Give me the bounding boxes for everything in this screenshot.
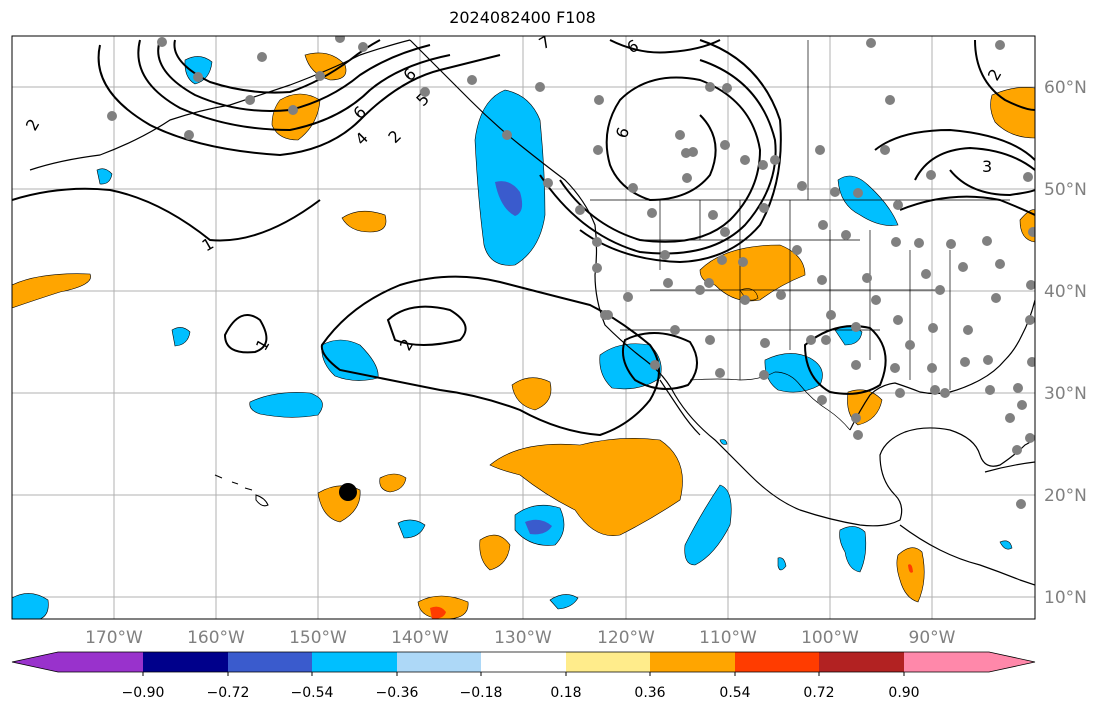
- svg-text:170°W: 170°W: [85, 628, 143, 648]
- colorbar-tick-labels: −0.90 −0.72 −0.54 −0.36 −0.18 0.18 0.36 …: [122, 685, 920, 701]
- colorbar-extend-high: [989, 652, 1035, 672]
- colorbar-segment: [397, 652, 481, 672]
- svg-text:0.90: 0.90: [888, 685, 919, 701]
- svg-text:100°W: 100°W: [801, 628, 859, 648]
- colorbar-segment: [904, 652, 989, 672]
- svg-text:−0.54: −0.54: [291, 685, 334, 701]
- colorbar-segment: [312, 652, 397, 672]
- negative-anomaly-patches: [12, 56, 1013, 619]
- strong-negative-cores: [495, 181, 552, 535]
- svg-text:130°W: 130°W: [494, 628, 552, 648]
- longitude-labels: 170°W 160°W 150°W 140°W 130°W 120°W 110°…: [85, 628, 956, 648]
- svg-text:−0.36: −0.36: [376, 685, 419, 701]
- svg-text:3: 3: [982, 157, 992, 176]
- svg-text:160°W: 160°W: [187, 628, 245, 648]
- colorbar-segment: [228, 652, 312, 672]
- svg-text:20°N: 20°N: [1044, 486, 1087, 506]
- svg-text:0.36: 0.36: [634, 685, 665, 701]
- svg-text:0.54: 0.54: [719, 685, 750, 701]
- svg-text:0.18: 0.18: [550, 685, 581, 701]
- svg-text:140°W: 140°W: [391, 628, 449, 648]
- colorbar-segment: [58, 652, 143, 672]
- colorbar-segment: [566, 652, 650, 672]
- svg-text:50°N: 50°N: [1044, 180, 1087, 200]
- target-location-marker: [339, 483, 357, 501]
- latitude-labels: 60°N 50°N 40°N 30°N 20°N 10°N: [1044, 78, 1087, 608]
- svg-text:0.72: 0.72: [803, 685, 834, 701]
- hawaii-islands: [214, 474, 269, 507]
- map-border: [11, 35, 1036, 620]
- svg-text:10°N: 10°N: [1044, 588, 1087, 608]
- svg-text:−0.90: −0.90: [122, 685, 165, 701]
- colorbar-segment: [143, 652, 228, 672]
- svg-text:110°W: 110°W: [699, 628, 757, 648]
- svg-text:30°N: 30°N: [1044, 384, 1087, 404]
- colorbar-extend-low: [12, 652, 58, 672]
- colorbar: [11, 651, 1036, 676]
- svg-text:60°N: 60°N: [1044, 78, 1087, 98]
- contour-lines: [12, 39, 1035, 437]
- political-borders: [590, 40, 1010, 431]
- svg-text:90°W: 90°W: [909, 628, 956, 648]
- svg-text:−0.18: −0.18: [460, 685, 503, 701]
- svg-text:120°W: 120°W: [597, 628, 655, 648]
- station-markers: [107, 36, 1035, 509]
- svg-text:−0.72: −0.72: [207, 685, 250, 701]
- colorbar-segment: [481, 652, 566, 672]
- colorbar-segment: [819, 652, 904, 672]
- svg-text:40°N: 40°N: [1044, 282, 1087, 302]
- colorbar-segment: [650, 652, 735, 672]
- coastlines: [29, 39, 1035, 586]
- strong-positive-cores: [430, 564, 913, 619]
- svg-text:150°W: 150°W: [289, 628, 347, 648]
- colorbar-outline: [11, 651, 1036, 673]
- colorbar-segment: [735, 652, 819, 672]
- map-title: 2024082400 F108: [449, 8, 596, 27]
